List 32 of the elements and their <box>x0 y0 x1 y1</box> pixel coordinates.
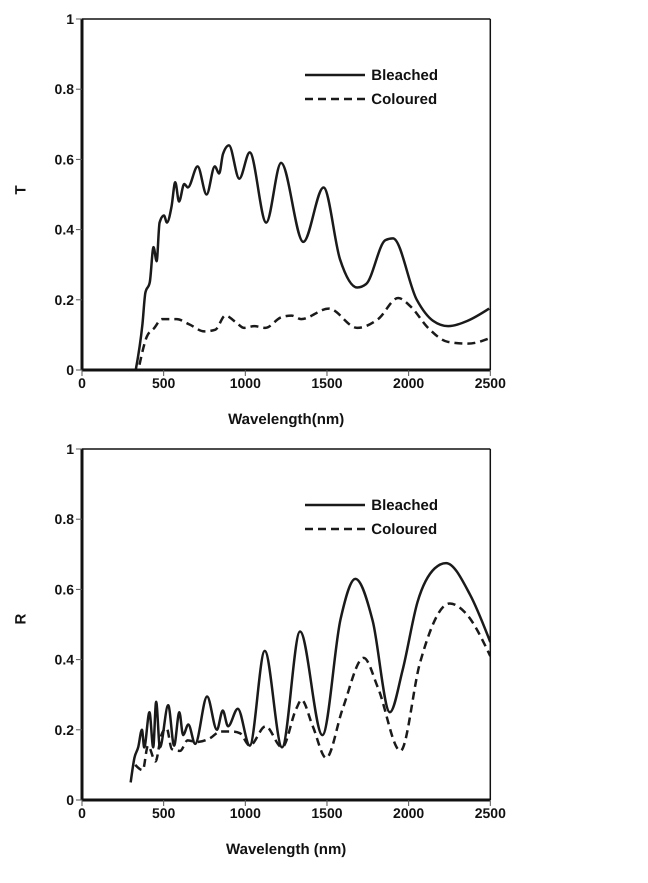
y-tick-label: 0.6 <box>54 581 74 598</box>
y-tick-label: 0.8 <box>54 81 74 98</box>
x-tick-label: 1500 <box>311 374 343 391</box>
legend-label: Bleached <box>371 496 438 514</box>
y-tick-label: 0.8 <box>54 511 74 528</box>
x-tick-label: 500 <box>152 374 176 391</box>
x-tick-label: 2000 <box>393 804 424 821</box>
x-tick-label: 2500 <box>474 804 506 821</box>
y-axis-title: T <box>12 185 30 194</box>
y-tick-label: 0.2 <box>54 722 74 738</box>
y-tick-label: 1 <box>66 440 74 457</box>
y-tick-label: 0.2 <box>54 292 74 308</box>
y-tick-label: 1 <box>66 10 74 27</box>
x-tick-label: 1500 <box>311 804 343 821</box>
y-tick-label: 0.4 <box>54 652 74 668</box>
y-tick-label: 0 <box>66 792 74 808</box>
x-axis-title: Wavelength (nm) <box>226 841 346 858</box>
x-tick-label: 1000 <box>230 374 262 391</box>
y-tick-label: 0.6 <box>54 151 74 168</box>
legend-label: Bleached <box>371 66 438 84</box>
x-tick-label: 1000 <box>230 804 262 821</box>
x-tick-label: 2000 <box>393 374 424 391</box>
x-tick-label: 0 <box>78 804 86 821</box>
y-tick-label: 0 <box>66 362 74 378</box>
y-axis-title: R <box>12 614 30 624</box>
x-axis-title: Wavelength(nm) <box>228 411 344 428</box>
legend-label: Coloured <box>371 520 438 538</box>
x-tick-label: 2500 <box>474 374 506 391</box>
legend-label: Coloured <box>371 90 438 108</box>
y-tick-label: 0.4 <box>54 222 74 238</box>
x-tick-label: 0 <box>78 374 86 391</box>
x-tick-label: 500 <box>152 804 176 821</box>
